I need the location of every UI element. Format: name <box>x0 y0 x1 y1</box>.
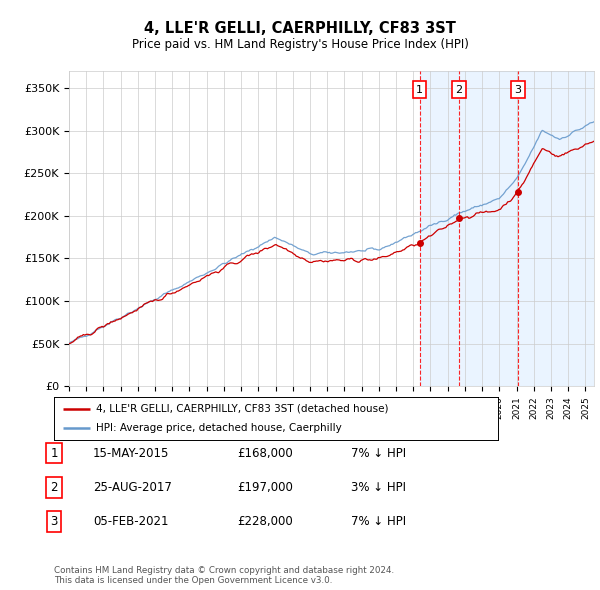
Text: 2: 2 <box>455 84 463 94</box>
Text: Price paid vs. HM Land Registry's House Price Index (HPI): Price paid vs. HM Land Registry's House … <box>131 38 469 51</box>
Text: 05-FEB-2021: 05-FEB-2021 <box>93 515 169 528</box>
Text: 2: 2 <box>50 481 58 494</box>
Text: 3: 3 <box>50 515 58 528</box>
Text: £228,000: £228,000 <box>237 515 293 528</box>
Text: 15-MAY-2015: 15-MAY-2015 <box>93 447 169 460</box>
Text: 3: 3 <box>515 84 521 94</box>
Text: £197,000: £197,000 <box>237 481 293 494</box>
Text: HPI: Average price, detached house, Caerphilly: HPI: Average price, detached house, Caer… <box>96 423 342 433</box>
Text: 1: 1 <box>50 447 58 460</box>
Text: 4, LLE'R GELLI, CAERPHILLY, CF83 3ST (detached house): 4, LLE'R GELLI, CAERPHILLY, CF83 3ST (de… <box>96 404 389 414</box>
Text: 7% ↓ HPI: 7% ↓ HPI <box>351 447 406 460</box>
Text: 7% ↓ HPI: 7% ↓ HPI <box>351 515 406 528</box>
Text: £168,000: £168,000 <box>237 447 293 460</box>
Text: Contains HM Land Registry data © Crown copyright and database right 2024.
This d: Contains HM Land Registry data © Crown c… <box>54 566 394 585</box>
Text: 25-AUG-2017: 25-AUG-2017 <box>93 481 172 494</box>
Text: 1: 1 <box>416 84 423 94</box>
Text: 3% ↓ HPI: 3% ↓ HPI <box>351 481 406 494</box>
Text: 4, LLE'R GELLI, CAERPHILLY, CF83 3ST: 4, LLE'R GELLI, CAERPHILLY, CF83 3ST <box>144 21 456 35</box>
Bar <box>419 71 594 386</box>
